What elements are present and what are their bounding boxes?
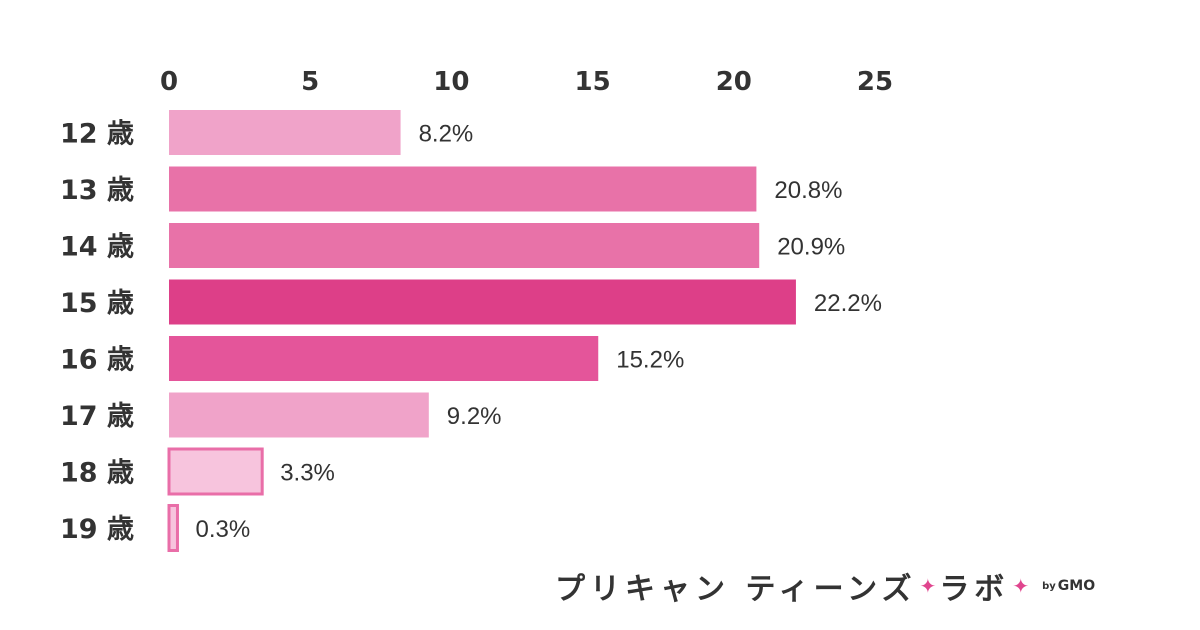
- bar: [169, 166, 757, 212]
- value-label: 20.8%: [774, 177, 842, 204]
- bars: [167, 110, 796, 552]
- category-label: 12 歳: [60, 119, 134, 150]
- category-label: 13 歳: [60, 175, 134, 206]
- value-label: 8.2%: [419, 121, 474, 148]
- value-label: 15.2%: [616, 347, 684, 374]
- bar: [169, 110, 401, 155]
- company-logo: GMO: [1057, 578, 1096, 594]
- x-tick-label: 25: [857, 67, 893, 97]
- bar: [169, 279, 796, 325]
- brand-name-left: プリキャン ティーンズ: [555, 572, 917, 607]
- category-label: 14 歳: [60, 232, 134, 263]
- category-labels: 12 歳 13 歳 14 歳 15 歳 16 歳 17 歳 18 歳 19 歳: [60, 119, 134, 546]
- bar: [167, 504, 179, 552]
- value-label: 0.3%: [195, 516, 250, 543]
- x-tick-label: 5: [301, 67, 319, 97]
- value-label: 22.2%: [814, 290, 882, 317]
- value-label: 20.9%: [777, 234, 845, 261]
- value-labels: 8.2% 20.8% 20.9% 22.2% 15.2% 9.2% 3.3% 0.3%: [195, 121, 882, 544]
- brand-footer: プリキャン ティーンズ ✦ ラボ ✦ by GMO: [555, 566, 1155, 607]
- by-text: by: [1042, 580, 1056, 592]
- bar: [169, 336, 599, 381]
- x-tick-label: 15: [575, 67, 611, 97]
- category-label: 16 歳: [60, 345, 134, 376]
- bar: [167, 447, 264, 496]
- x-axis-ticks: 0 5 10 15 20 25: [160, 67, 893, 97]
- bar: [169, 392, 429, 438]
- sparkle-icon: ✦: [1012, 574, 1030, 598]
- value-label: 3.3%: [280, 460, 335, 487]
- category-label: 19 歳: [60, 514, 134, 545]
- brand-name-right: ラボ: [939, 572, 1010, 607]
- x-tick-label: 10: [433, 67, 469, 97]
- value-label: 9.2%: [447, 403, 502, 430]
- category-label: 17 歳: [60, 401, 134, 432]
- x-tick-label: 20: [716, 67, 752, 97]
- sparkle-icon: ✦: [919, 574, 937, 598]
- category-label: 15 歳: [60, 288, 134, 319]
- category-label: 18 歳: [60, 458, 134, 489]
- x-tick-label: 0: [160, 67, 178, 97]
- bar: [169, 223, 760, 268]
